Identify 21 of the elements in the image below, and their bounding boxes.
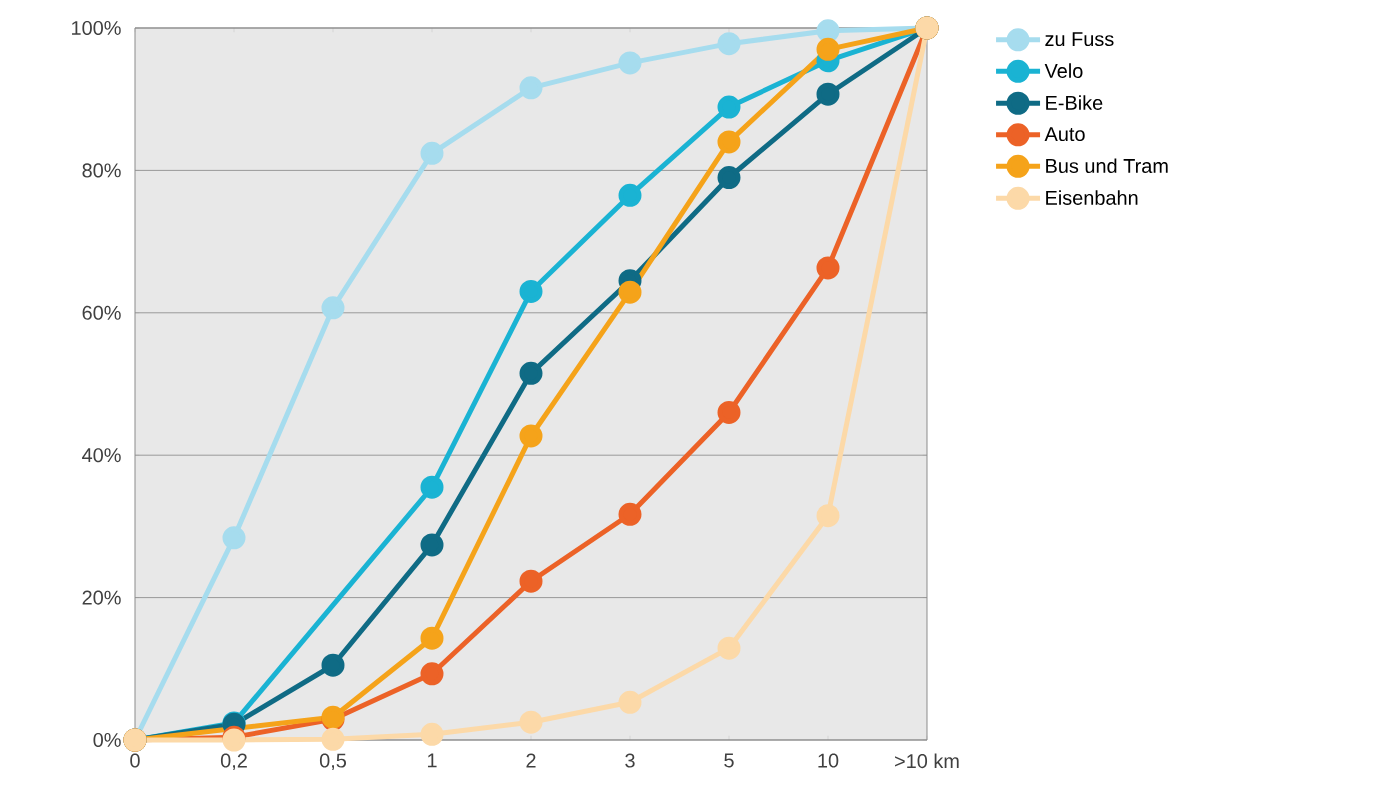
x-tick-label: 0	[130, 753, 140, 768]
legend-label: Velo	[1044, 63, 1083, 78]
y-tick-label: 40%	[82, 448, 121, 463]
x-tick-label: >10 km	[895, 753, 959, 769]
x-tick-label: 5	[724, 753, 734, 768]
y-tick-label: 20%	[82, 590, 121, 605]
legend-label: E-Bike	[1046, 95, 1103, 110]
x-tick-label: 1	[427, 753, 437, 768]
y-tick-label: 80%	[82, 163, 121, 178]
y-tick-label: 0%	[93, 732, 121, 748]
x-tick-label: 2	[526, 753, 536, 768]
y-tick-label: 100%	[72, 20, 121, 36]
y-tick-label: 60%	[82, 305, 121, 320]
legend-label: Bus und Tram	[1046, 158, 1168, 174]
x-tick-label: 3	[625, 753, 635, 768]
legend-label: Auto	[1044, 127, 1085, 142]
x-tick-label: 0,5	[319, 753, 347, 770]
legend-label: Eisenbahn	[1046, 190, 1138, 205]
x-tick-label: 0,2	[220, 753, 247, 770]
legend-label: zu Fuss	[1045, 32, 1114, 47]
x-tick-label: 10	[818, 753, 839, 768]
